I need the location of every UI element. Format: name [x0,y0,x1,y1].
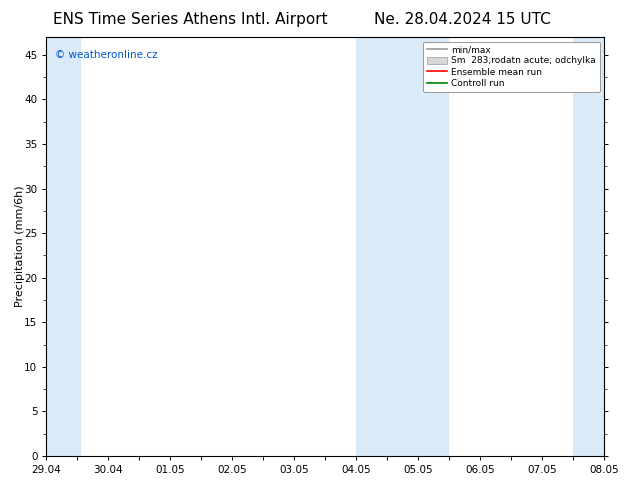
Bar [46,37,81,456]
Legend: min/max, Sm  283;rodatn acute; odchylka, Ensemble mean run, Controll run: min/max, Sm 283;rodatn acute; odchylka, … [424,42,600,92]
Y-axis label: Precipitation (mm/6h): Precipitation (mm/6h) [15,186,25,307]
Text: © weatheronline.cz: © weatheronline.cz [55,49,157,60]
Text: ENS Time Series Athens Intl. Airport: ENS Time Series Athens Intl. Airport [53,12,328,27]
Bar [356,37,450,456]
Bar [573,37,634,456]
Text: Ne. 28.04.2024 15 UTC: Ne. 28.04.2024 15 UTC [375,12,551,27]
